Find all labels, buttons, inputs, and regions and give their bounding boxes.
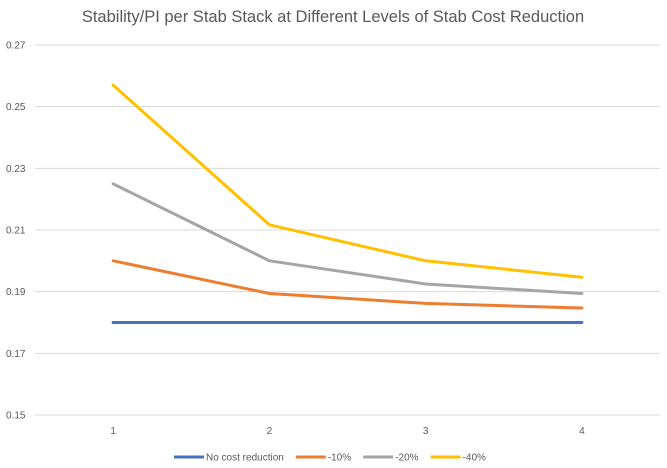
series-line-3: [111, 182, 584, 295]
legend-label: -40%: [463, 453, 486, 464]
x-tick-label: 3: [423, 426, 429, 437]
y-tick-label: 0.25: [6, 102, 26, 113]
x-tick-label: 4: [579, 426, 585, 437]
y-tick-label: 0.17: [6, 349, 26, 360]
y-tick-label: 0.21: [6, 226, 26, 237]
legend-label: No cost reduction: [206, 453, 284, 464]
series-line-4: [111, 83, 584, 279]
series-line-2: [111, 259, 584, 310]
legend: No cost reduction -10% -20% -40%: [174, 453, 486, 464]
legend-label: -20%: [395, 453, 418, 464]
y-tick-label: 0.23: [6, 164, 26, 175]
legend-label: -10%: [328, 453, 351, 464]
y-tick-label: 0.15: [6, 411, 26, 422]
chart-title: Stability/PI per Stab Stack at Different…: [82, 8, 584, 26]
y-tick-label: 0.27: [6, 41, 26, 52]
y-axis-tick-labels: 0.15 0.17 0.19 0.21 0.23 0.25 0.27: [6, 41, 26, 422]
x-tick-label: 1: [110, 426, 116, 437]
y-tick-label: 0.19: [6, 287, 26, 298]
x-tick-label: 2: [267, 426, 273, 437]
series-lines: [111, 83, 584, 324]
x-axis-tick-labels: 1 2 3 4: [110, 426, 585, 437]
